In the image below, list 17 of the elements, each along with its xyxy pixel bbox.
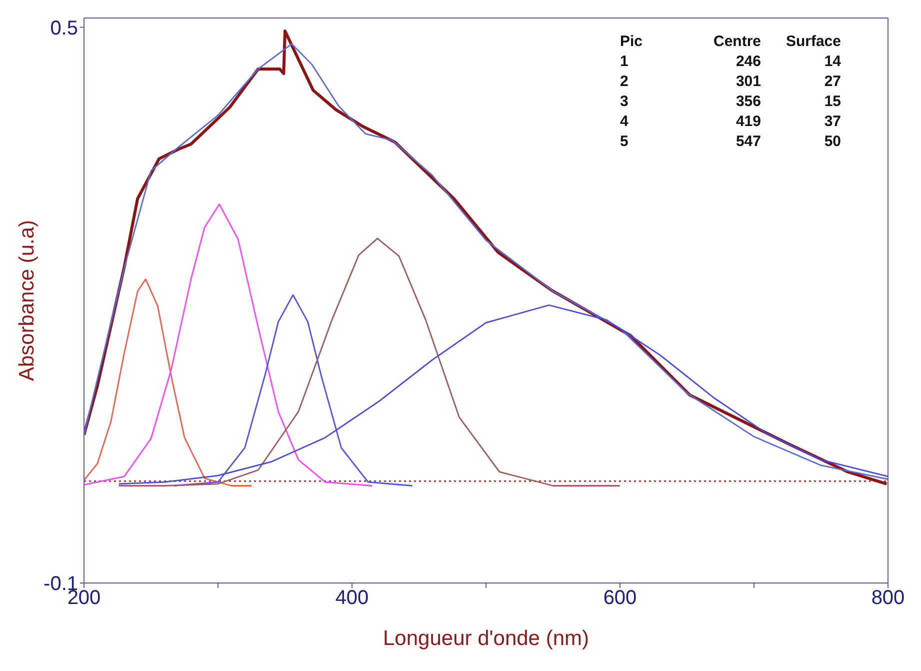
line-series: [173, 294, 413, 486]
text: 3 356 15: [620, 93, 841, 110]
x-tick-label: 600: [603, 587, 637, 610]
y-axis-title: Absorbance (u.a): [15, 220, 38, 382]
text: Pic Centre Surface: [620, 33, 841, 50]
text: 5 547 50: [620, 133, 841, 150]
x-axis-title: Longueur d'onde (nm): [383, 627, 589, 650]
line-series: [84, 278, 252, 486]
x-tick-label: 400: [335, 587, 369, 610]
y-tick-label: 0.5: [50, 17, 78, 40]
text: 1 246 14: [620, 53, 841, 70]
line-series: [118, 304, 888, 485]
line-series: [84, 203, 373, 486]
x-tick-label: 800: [871, 587, 905, 610]
text: 4 419 37: [620, 113, 841, 130]
line-series: [118, 238, 621, 486]
text: 2 301 27: [620, 73, 841, 90]
